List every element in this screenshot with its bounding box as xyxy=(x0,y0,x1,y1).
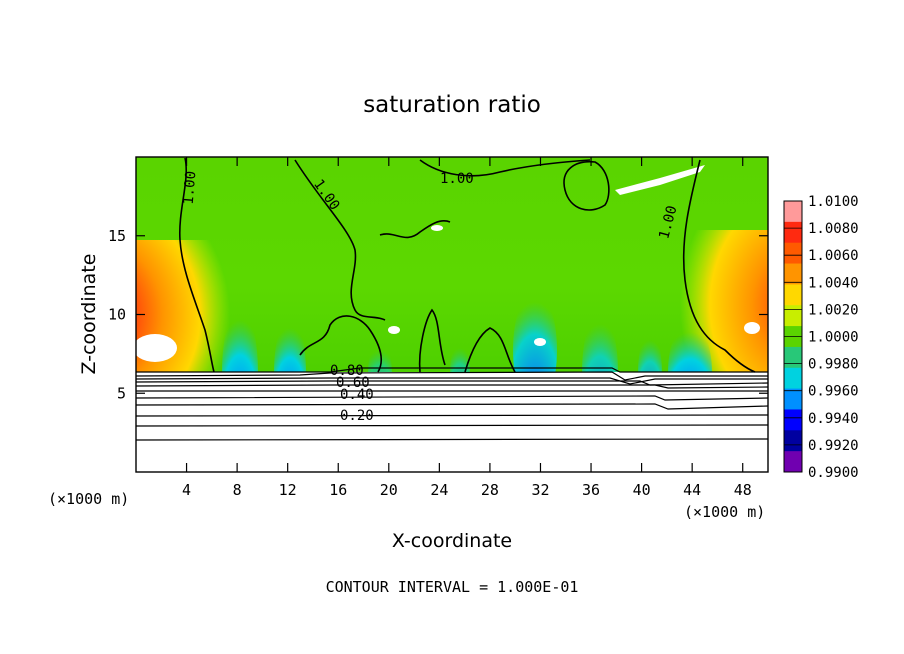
colorbar-swatch xyxy=(784,284,802,306)
out-of-range-patch xyxy=(534,338,546,346)
chart-title: saturation ratio xyxy=(363,92,541,118)
colorbar-tick-label: 0.9980 xyxy=(808,357,859,373)
plot-field xyxy=(136,157,768,472)
x-tick-label: 36 xyxy=(582,481,600,499)
colorbar-tick-label: 0.9960 xyxy=(808,384,859,400)
colorbar: 1.0100 1.0080 1.0060 1.0040 1.0020 1.0000 0.99… xyxy=(783,194,859,481)
out-of-range-patch xyxy=(388,326,400,334)
contour-label: 0.60 xyxy=(336,375,370,391)
colorbar-tick-label: 0.9900 xyxy=(808,465,859,481)
colorbar-swatch xyxy=(784,221,802,244)
x-tick-label: 12 xyxy=(279,481,297,499)
x-tick-label: 16 xyxy=(329,481,347,499)
contour-lines-lower xyxy=(136,367,768,441)
y-axis-label: Z-coordinate xyxy=(78,254,100,375)
x-tick-label: 44 xyxy=(683,481,701,499)
out-of-range-patch xyxy=(136,334,177,362)
y-axis: 5 10 15 xyxy=(108,227,768,402)
colorbar-swatch xyxy=(784,430,802,452)
x-tick-label: 24 xyxy=(430,481,448,499)
contour-label: 1.00 xyxy=(181,170,200,205)
contour-label: 1.00 xyxy=(440,171,474,187)
x-tick-label: 8 xyxy=(233,481,242,499)
colorbar-swatch xyxy=(784,367,802,390)
x-unit-right: (×1000 m) xyxy=(684,503,765,521)
x-tick-label: 28 xyxy=(481,481,499,499)
x-axis: 4 8 12 16 20 24 28 32 36 40 44 48 xyxy=(182,157,752,499)
colorbar-tick-label: 0.9940 xyxy=(808,411,859,427)
contour-label: 0.80 xyxy=(330,363,364,379)
colorbar-swatch xyxy=(784,201,802,223)
contour-lines-1.00 xyxy=(178,157,756,373)
x-tick-label: 40 xyxy=(633,481,651,499)
x-tick-label: 20 xyxy=(380,481,398,499)
out-of-range-patch xyxy=(431,225,443,231)
y-tick-label: 5 xyxy=(117,384,126,402)
colorbar-tick-label: 1.0020 xyxy=(808,302,859,318)
colorbar-swatch xyxy=(784,305,802,327)
colorbar-swatch xyxy=(784,346,802,369)
colorbar-swatch xyxy=(784,451,802,473)
contour-interval-note: CONTOUR INTERVAL = 1.000E-01 xyxy=(326,578,579,596)
colorbar-tick-label: 1.0000 xyxy=(808,330,859,346)
colorbar-swatch xyxy=(784,263,802,285)
out-of-range-patch xyxy=(615,165,705,195)
subsaturated-region xyxy=(136,372,768,472)
colorbar-tick-label: 0.9920 xyxy=(808,438,859,454)
y-tick-label: 10 xyxy=(108,306,126,324)
x-tick-label: 4 xyxy=(182,481,191,499)
x-tick-label: 32 xyxy=(531,481,549,499)
left-warm-region xyxy=(136,240,230,390)
colorbar-tick-label: 1.0060 xyxy=(808,248,859,264)
contour-label: 0.40 xyxy=(340,387,374,403)
colorbar-tick-label: 1.0040 xyxy=(808,275,859,291)
colorbar-swatch xyxy=(784,242,802,265)
x-tick-label: 48 xyxy=(734,481,752,499)
x-axis-label: X-coordinate xyxy=(392,530,512,552)
y-tick-label: 15 xyxy=(108,227,126,245)
contour-label: 0.20 xyxy=(340,408,374,424)
colorbar-tick-label: 1.0100 xyxy=(808,194,859,210)
colorbar-swatch xyxy=(784,388,802,410)
x-unit-left: (×1000 m) xyxy=(48,490,129,508)
colorbar-swatch xyxy=(784,409,802,431)
colorbar-tick-label: 1.0080 xyxy=(808,221,859,237)
out-of-range-patch xyxy=(744,322,760,334)
